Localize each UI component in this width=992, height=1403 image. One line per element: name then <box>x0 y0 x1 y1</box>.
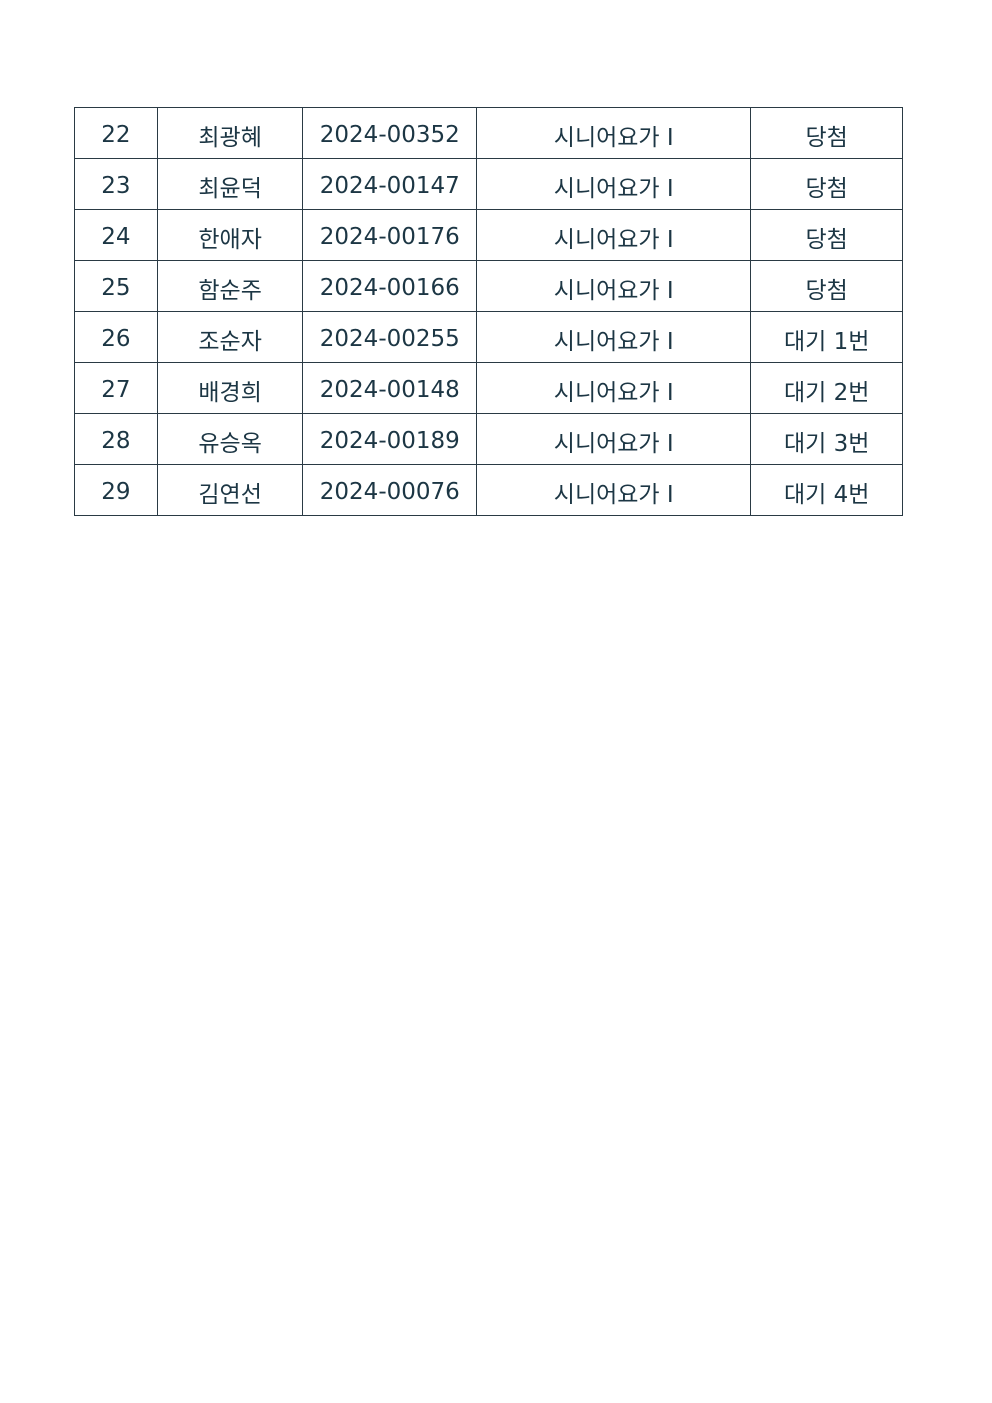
applicant-name-cell: 함순주 <box>156 260 304 312</box>
row-number-cell: 22 <box>74 107 158 159</box>
row-number-cell: 29 <box>74 464 158 516</box>
row-number-cell: 23 <box>74 158 158 210</box>
program-name-cell: 시니어요가 I <box>476 362 752 414</box>
result-status-cell: 대기 2번 <box>750 362 903 414</box>
result-status-cell: 대기 4번 <box>750 464 903 516</box>
table-row: 27 배경희 2024-00148 시니어요가 I 대기 2번 <box>74 362 903 414</box>
table-row: 29 김연선 2024-00076 시니어요가 I 대기 4번 <box>74 464 903 516</box>
application-id-cell: 2024-00166 <box>302 260 478 312</box>
row-number-cell: 27 <box>74 362 158 414</box>
row-number-cell: 24 <box>74 209 158 261</box>
program-name-cell: 시니어요가 I <box>476 209 752 261</box>
table-row: 26 조순자 2024-00255 시니어요가 I 대기 1번 <box>74 311 903 363</box>
application-id-cell: 2024-00189 <box>302 413 478 465</box>
applicant-name-cell: 한애자 <box>156 209 304 261</box>
row-number-cell: 28 <box>74 413 158 465</box>
program-name-cell: 시니어요가 I <box>476 464 752 516</box>
program-name-cell: 시니어요가 I <box>476 413 752 465</box>
table-row: 23 최윤덕 2024-00147 시니어요가 I 당첨 <box>74 158 903 210</box>
applicant-name-cell: 배경희 <box>156 362 304 414</box>
applicant-name-cell: 김연선 <box>156 464 304 516</box>
table-row: 28 유승옥 2024-00189 시니어요가 I 대기 3번 <box>74 413 903 465</box>
application-id-cell: 2024-00148 <box>302 362 478 414</box>
application-id-cell: 2024-00176 <box>302 209 478 261</box>
result-status-cell: 당첨 <box>750 107 903 159</box>
application-id-cell: 2024-00147 <box>302 158 478 210</box>
results-table: 22 최광혜 2024-00352 시니어요가 I 당첨 23 최윤덕 2024-00147 시… <box>74 107 903 516</box>
table-row: 24 한애자 2024-00176 시니어요가 I 당첨 <box>74 209 903 261</box>
row-number-cell: 26 <box>74 311 158 363</box>
application-id-cell: 2024-00255 <box>302 311 478 363</box>
row-number-cell: 25 <box>74 260 158 312</box>
result-status-cell: 당첨 <box>750 158 903 210</box>
program-name-cell: 시니어요가 I <box>476 260 752 312</box>
result-status-cell: 대기 1번 <box>750 311 903 363</box>
program-name-cell: 시니어요가 I <box>476 158 752 210</box>
application-id-cell: 2024-00076 <box>302 464 478 516</box>
applicant-name-cell: 유승옥 <box>156 413 304 465</box>
result-status-cell: 당첨 <box>750 209 903 261</box>
result-status-cell: 당첨 <box>750 260 903 312</box>
program-name-cell: 시니어요가 I <box>476 107 752 159</box>
table-row: 25 함순주 2024-00166 시니어요가 I 당첨 <box>74 260 903 312</box>
application-id-cell: 2024-00352 <box>302 107 478 159</box>
applicant-name-cell: 조순자 <box>156 311 304 363</box>
applicant-name-cell: 최광혜 <box>156 107 304 159</box>
table-row: 22 최광혜 2024-00352 시니어요가 I 당첨 <box>74 107 903 159</box>
applicant-name-cell: 최윤덕 <box>156 158 304 210</box>
result-status-cell: 대기 3번 <box>750 413 903 465</box>
program-name-cell: 시니어요가 I <box>476 311 752 363</box>
